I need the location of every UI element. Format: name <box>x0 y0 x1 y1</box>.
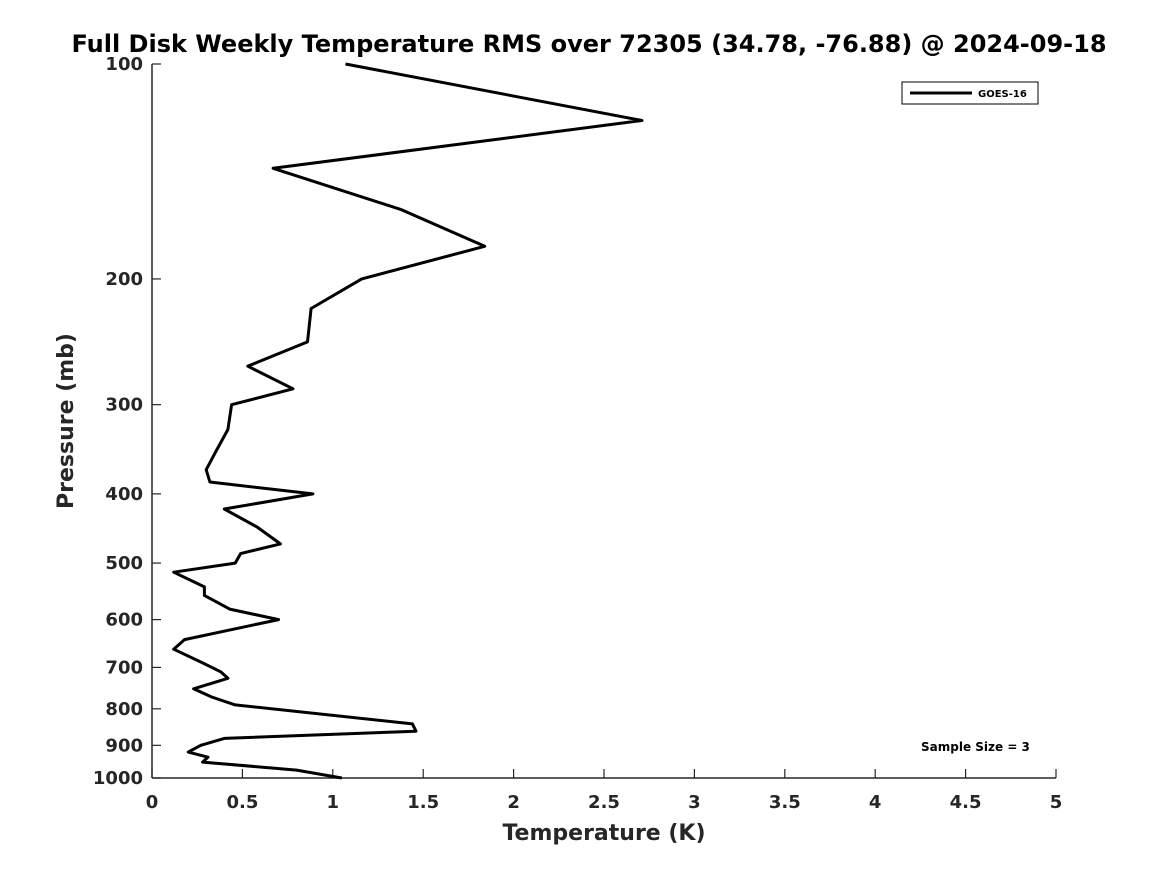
series-lines <box>172 62 644 780</box>
x-tick-label: 2 <box>507 792 520 813</box>
x-tick-label: 3 <box>688 792 701 813</box>
x-tick-label: 5 <box>1050 792 1063 813</box>
y-tick-label: 700 <box>105 657 143 678</box>
x-axis-ticks: 0 0.5 1 1.5 2 2.5 3 3.5 4 4.5 5 <box>146 769 1063 813</box>
y-tick-label: 400 <box>105 484 143 505</box>
legend: GOES-16 <box>901 81 1039 105</box>
y-tick-label: 800 <box>105 699 143 720</box>
x-tick-label: 4 <box>869 792 882 813</box>
series-line-goes-16 <box>172 62 644 780</box>
x-tick-label: 2.5 <box>588 792 620 813</box>
sample-size-annotation: Sample Size = 3 <box>921 740 1030 754</box>
y-tick-label: 500 <box>105 553 143 574</box>
y-tick-label: 200 <box>105 269 143 290</box>
y-axis-ticks: 100 200 300 400 500 600 700 800 900 1000 <box>93 54 161 789</box>
y-tick-label: 900 <box>105 735 143 756</box>
x-tick-label: 0 <box>146 792 159 813</box>
x-tick-label: 1 <box>327 792 340 813</box>
y-tick-label: 1000 <box>93 768 143 789</box>
chart-title: Full Disk Weekly Temperature RMS over 72… <box>71 30 1106 58</box>
y-tick-label: 300 <box>105 395 143 416</box>
x-tick-label: 4.5 <box>950 792 982 813</box>
plot-axes <box>151 64 1056 779</box>
x-tick-label: 3.5 <box>769 792 801 813</box>
x-tick-label: 1.5 <box>407 792 439 813</box>
y-tick-label: 100 <box>105 54 143 75</box>
x-axis-label: Temperature (K) <box>502 821 705 846</box>
y-axis-label: Pressure (mb) <box>54 333 79 509</box>
legend-label-goes-16: GOES-16 <box>978 89 1027 100</box>
y-tick-label: 600 <box>105 610 143 631</box>
x-tick-label: 0.5 <box>226 792 258 813</box>
